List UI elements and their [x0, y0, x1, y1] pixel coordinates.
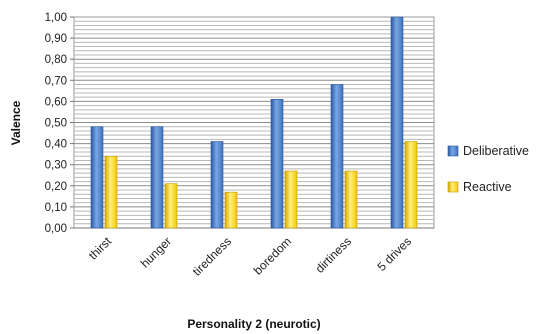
- bar-reactive-5-drives: [404, 141, 418, 229]
- bar-deliberative-dirtiness: [330, 84, 344, 229]
- bars: [90, 16, 418, 229]
- legend-swatch: [447, 145, 459, 157]
- x-category-label: 5 drives: [375, 234, 415, 274]
- x-category-label: tiredness: [190, 234, 234, 278]
- y-tick-label: 1,00: [45, 12, 67, 24]
- bar-reactive-hunger: [164, 183, 178, 229]
- gridlines: [74, 20, 434, 229]
- y-tick-label: 0,10: [45, 202, 67, 214]
- legend: Deliberative Reactive: [447, 144, 529, 194]
- y-tick-label: 0,00: [45, 223, 67, 235]
- legend-label: Reactive: [463, 180, 512, 194]
- bar-reactive-boredom: [284, 170, 298, 229]
- y-tick-label: 0,60: [45, 96, 67, 108]
- y-tick-label: 0,70: [45, 75, 67, 87]
- x-axis-title: Personality 2 (neurotic): [187, 317, 320, 331]
- x-axis-categories: thirst hunger tiredness boredom dirtiness 5 d…: [86, 234, 414, 279]
- bar-deliberative-boredom: [270, 98, 284, 229]
- bar-reactive-tiredness: [224, 191, 238, 229]
- bar-deliberative-tiredness: [210, 141, 224, 229]
- x-category-label: boredom: [251, 234, 294, 277]
- x-category-label: thirst: [86, 234, 115, 263]
- bar-deliberative-5-drives: [390, 16, 404, 229]
- legend-label: Deliberative: [463, 144, 529, 158]
- legend-swatch: [447, 181, 459, 193]
- y-tick-label: 0,50: [45, 118, 67, 130]
- y-axis-ticks: 0,00 0,10 0,20 0,30 0,40 0,50 0,60 0,70 0,80 0,90…: [45, 12, 74, 235]
- y-axis-title: Valence: [9, 100, 23, 145]
- bar-deliberative-thirst: [90, 126, 104, 229]
- x-category-label: hunger: [138, 234, 174, 270]
- bar-deliberative-hunger: [150, 126, 164, 229]
- bar-reactive-thirst: [104, 155, 118, 229]
- y-tick-label: 0,30: [45, 160, 67, 172]
- y-tick-label: 0,20: [45, 181, 67, 193]
- bar-reactive-dirtiness: [344, 170, 358, 229]
- x-category-label: dirtiness: [313, 234, 354, 275]
- y-tick-label: 0,40: [45, 139, 67, 151]
- y-tick-label: 0,80: [45, 54, 67, 66]
- y-tick-label: 0,90: [45, 33, 67, 45]
